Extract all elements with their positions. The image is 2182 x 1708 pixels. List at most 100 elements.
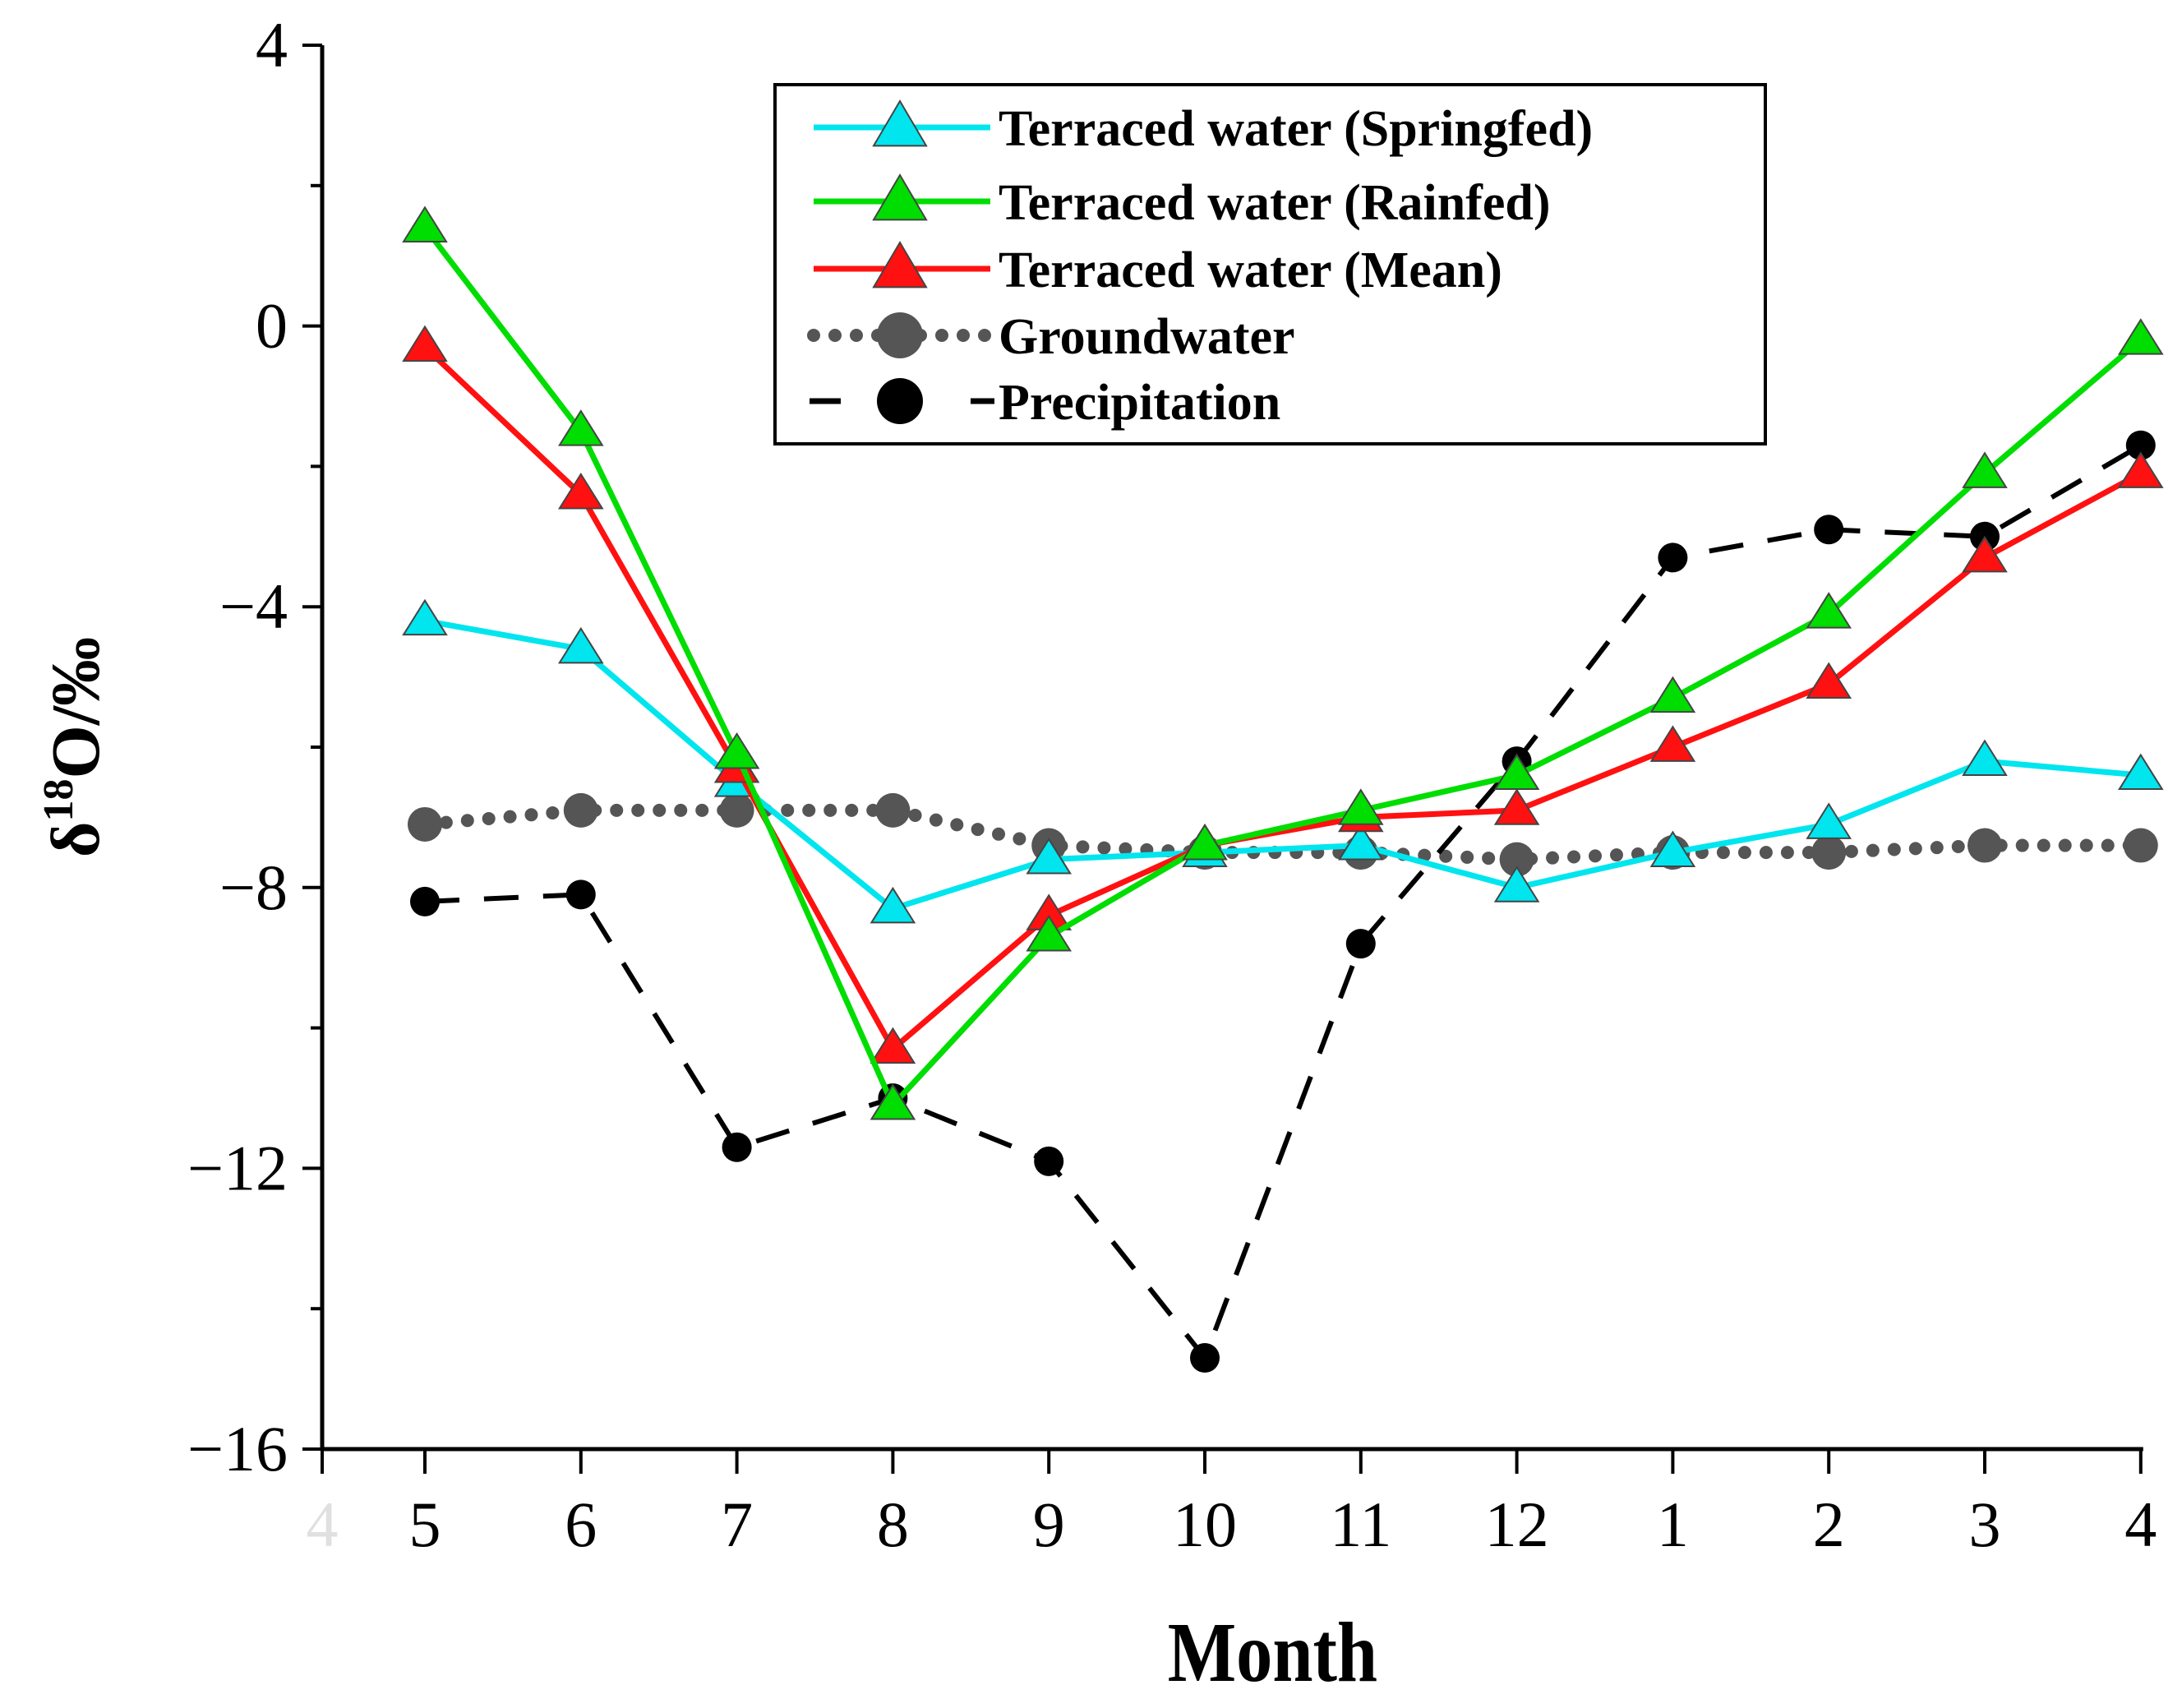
- legend-swatch-marker: [872, 241, 928, 289]
- data-point: [1649, 725, 1696, 762]
- data-point: [870, 886, 916, 924]
- x-axis-ticks: 5 6 7 8 9 10 11 12 1 2 3 4: [321, 1449, 2157, 1560]
- legend-box: [773, 83, 1767, 445]
- y-axis-title-rest: O/‰: [38, 637, 114, 779]
- data-point: [408, 806, 442, 842]
- y-tick-label: −8: [219, 852, 288, 923]
- x-tick-label: 5: [409, 1489, 441, 1560]
- data-point: [719, 792, 754, 828]
- data-point: [2117, 753, 2164, 791]
- data-point: [2125, 430, 2156, 460]
- x-tick-label: 1: [1657, 1489, 1689, 1560]
- series-terraced-water-mean: [402, 325, 2164, 1064]
- series-line: [422, 344, 2143, 1052]
- data-point: [410, 886, 440, 916]
- series-terraced-water-springfed: [402, 598, 2164, 924]
- data-point: [1493, 866, 1540, 902]
- data-point: [1962, 535, 2008, 573]
- data-point: [870, 1027, 916, 1064]
- legend-label: Groundwater: [999, 309, 1295, 365]
- data-point: [1182, 823, 1228, 861]
- data-point: [1967, 828, 2002, 863]
- series-line: [424, 443, 2143, 1360]
- y-tick-label: −12: [187, 1132, 288, 1203]
- x-tick-label: 12: [1485, 1489, 1549, 1560]
- x-tick-label: 7: [721, 1489, 753, 1560]
- data-point: [565, 879, 596, 910]
- legend-swatch-marker: [872, 99, 928, 147]
- series-line: [418, 803, 2147, 866]
- data-point: [563, 792, 598, 828]
- series-layer: [402, 205, 2164, 1373]
- data-point: [1190, 1342, 1220, 1373]
- legend-label: Precipitation: [999, 375, 1280, 431]
- data-point: [1962, 739, 2008, 776]
- legend-swatch-marker: [877, 312, 923, 358]
- legend-entry: Terraced water (Rainfed): [814, 173, 1551, 231]
- data-point: [1806, 662, 1852, 699]
- data-point: [402, 205, 448, 242]
- legend: Terraced water (Springfed) Terraced water…: [773, 83, 1767, 445]
- legend-entry: Precipitation: [810, 375, 1280, 431]
- legend-swatch-marker: [872, 173, 928, 221]
- data-point: [2117, 451, 2164, 488]
- y-axis-title-delta: δ: [38, 822, 114, 858]
- data-point: [1806, 592, 1852, 629]
- data-point: [402, 598, 448, 636]
- data-point: [1649, 676, 1696, 713]
- legend-entries: Terraced water (Springfed) Terraced water…: [807, 99, 1593, 431]
- x-tick-label: 8: [877, 1489, 909, 1560]
- data-point: [713, 732, 760, 769]
- data-point: [557, 409, 604, 446]
- series-line: [424, 617, 2142, 912]
- legend-entry: Terraced water (Mean): [814, 241, 1502, 298]
- y-tick-label: 0: [256, 290, 288, 362]
- data-point: [1493, 753, 1540, 791]
- x-tick-label: 11: [1330, 1489, 1391, 1560]
- data-point: [1345, 929, 1376, 959]
- x-axis-title: Month: [1168, 1604, 1377, 1699]
- data-point: [1499, 842, 1534, 877]
- data-point: [875, 792, 911, 828]
- data-point: [557, 472, 604, 510]
- data-point: [1649, 830, 1696, 867]
- series-line: [422, 225, 2143, 1109]
- y-axis-title: δ18O/‰: [35, 637, 114, 857]
- legend-entry: Terraced water (Springfed): [814, 99, 1593, 157]
- data-point: [557, 626, 604, 664]
- data-point: [2123, 828, 2158, 863]
- data-point: [1806, 802, 1852, 839]
- y-tick-label: −4: [219, 570, 288, 642]
- data-point: [1337, 788, 1384, 825]
- legend-entry: Groundwater: [807, 309, 1295, 365]
- data-point: [1034, 1146, 1064, 1176]
- data-point: [1493, 788, 1540, 825]
- data-point: [1337, 823, 1384, 861]
- legend-swatch-marker: [877, 378, 923, 424]
- data-point: [1658, 542, 1688, 573]
- x-tick-label: 2: [1813, 1489, 1845, 1560]
- y-tick-label: 4: [256, 9, 288, 81]
- data-point: [1811, 835, 1847, 870]
- x-tick-label: 9: [1033, 1489, 1065, 1560]
- data-point: [1962, 451, 2008, 488]
- legend-label: Terraced water (Springfed): [999, 101, 1593, 157]
- y-axis-title-superscript: 18: [35, 779, 82, 822]
- x-tick-label: 10: [1173, 1489, 1237, 1560]
- x-tick-label: 6: [565, 1489, 597, 1560]
- x-tick-label: 3: [1969, 1489, 2001, 1560]
- data-point: [1026, 914, 1073, 952]
- data-point: [402, 325, 448, 362]
- data-point: [870, 1083, 916, 1120]
- series-terraced-water-rainfed: [402, 205, 2164, 1120]
- legend-label: Terraced water (Rainfed): [999, 175, 1551, 231]
- x-tick-label-faint: 4: [307, 1489, 339, 1560]
- data-point: [2117, 318, 2164, 355]
- legend-label: Terraced water (Mean): [999, 242, 1502, 298]
- y-tick-label: −16: [187, 1413, 288, 1484]
- data-point: [1814, 515, 1844, 545]
- x-tick-label: 4: [2124, 1489, 2157, 1560]
- y-axis-ticks: 4 0 −4 −8 −12 −16: [187, 9, 322, 1484]
